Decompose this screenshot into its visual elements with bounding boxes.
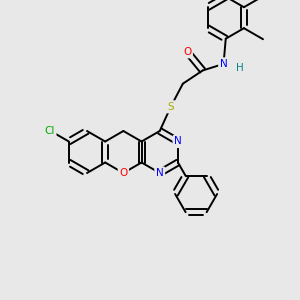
Text: Cl: Cl	[45, 125, 55, 136]
Text: N: N	[220, 59, 227, 69]
Text: O: O	[183, 47, 191, 57]
Text: S: S	[167, 102, 174, 112]
Text: O: O	[119, 168, 128, 178]
Text: N: N	[156, 168, 164, 178]
Text: N: N	[174, 136, 182, 146]
Text: H: H	[236, 63, 244, 73]
